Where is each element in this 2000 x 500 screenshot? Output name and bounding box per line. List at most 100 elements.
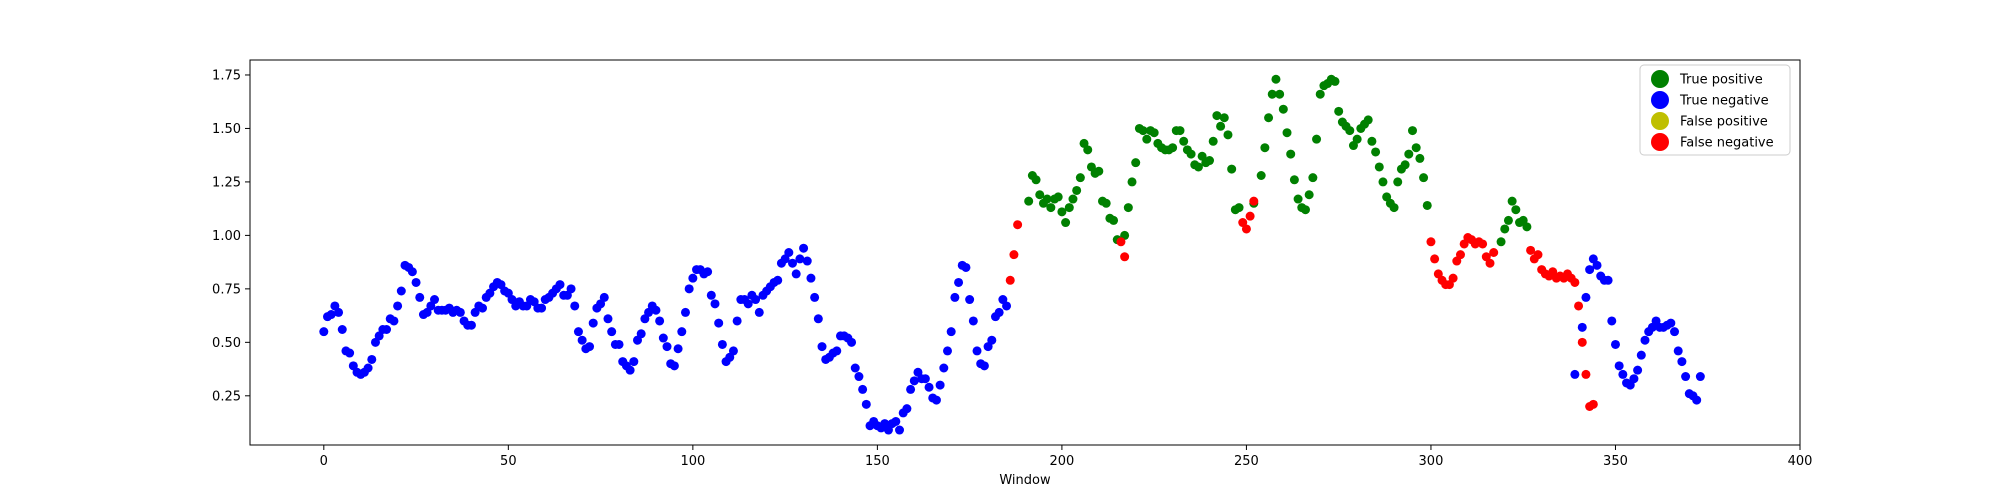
point-true-negative xyxy=(625,365,635,375)
legend-marker-false-positive xyxy=(1651,112,1669,130)
y-tick-label: 1.25 xyxy=(212,175,241,190)
point-true-negative xyxy=(680,307,690,317)
point-true-positive xyxy=(1330,76,1340,86)
point-false-negative xyxy=(1013,220,1023,230)
point-true-positive xyxy=(1223,130,1233,140)
legend-label-true-negative: True negative xyxy=(1679,94,1769,109)
point-true-negative xyxy=(455,307,465,317)
point-true-negative xyxy=(415,292,425,302)
point-true-negative xyxy=(891,416,901,426)
x-tick-label: 50 xyxy=(500,454,517,469)
point-true-negative xyxy=(393,301,403,311)
point-true-negative xyxy=(478,303,487,313)
point-true-negative xyxy=(784,248,794,257)
point-true-positive xyxy=(1208,136,1218,146)
point-true-positive xyxy=(1168,143,1178,153)
point-true-positive xyxy=(1275,89,1285,99)
point-true-negative xyxy=(1692,395,1702,405)
point-true-negative xyxy=(795,254,805,264)
legend-label-false-negative: False negative xyxy=(1680,136,1774,151)
point-true-positive xyxy=(1371,147,1381,157)
point-true-positive xyxy=(1260,143,1270,153)
point-true-negative xyxy=(1614,361,1624,371)
point-true-negative xyxy=(636,329,646,339)
x-tick-label: 0 xyxy=(320,454,328,469)
point-true-positive xyxy=(1278,104,1288,114)
point-true-negative xyxy=(943,346,952,356)
point-true-negative xyxy=(994,307,1004,317)
point-true-negative xyxy=(751,295,761,305)
point-true-negative xyxy=(570,301,580,311)
point-true-negative xyxy=(382,325,392,334)
legend: True positive True negative False positive… xyxy=(1639,64,1791,156)
point-true-positive xyxy=(1227,164,1237,174)
point-true-positive xyxy=(1300,205,1310,215)
point-true-positive xyxy=(1042,194,1052,204)
point-true-negative xyxy=(950,292,960,302)
point-true-positive xyxy=(1289,175,1299,185)
point-true-negative xyxy=(1677,357,1687,367)
point-true-negative xyxy=(931,395,941,405)
point-false-negative xyxy=(1533,250,1543,260)
point-true-negative xyxy=(858,384,868,394)
y-axis: 0.25 0.50 0.75 1.00 1.25 1.50 1.75 xyxy=(212,68,250,404)
point-true-negative xyxy=(1673,346,1683,356)
point-true-negative xyxy=(1629,374,1639,384)
point-true-negative xyxy=(1581,292,1591,302)
legend-label-true-positive: True positive xyxy=(1679,73,1763,88)
point-true-negative xyxy=(662,342,672,352)
point-false-negative xyxy=(1120,252,1130,262)
point-false-negative xyxy=(1009,250,1019,260)
point-true-negative xyxy=(1570,369,1580,379)
point-true-positive xyxy=(1179,136,1189,146)
point-false-negative xyxy=(1245,211,1255,221)
point-true-positive xyxy=(1271,74,1281,84)
point-true-negative xyxy=(396,286,406,296)
point-true-positive xyxy=(1264,113,1274,123)
point-true-positive xyxy=(1101,198,1111,208)
y-tick-label: 0.75 xyxy=(212,282,241,297)
point-true-negative xyxy=(987,335,997,345)
point-true-positive xyxy=(1216,121,1226,131)
plot-frame xyxy=(249,59,1801,446)
point-false-negative xyxy=(1455,250,1465,260)
point-true-negative xyxy=(603,314,613,324)
x-axis-label: Window xyxy=(999,473,1051,488)
point-true-negative xyxy=(788,258,797,268)
point-true-positive xyxy=(1212,111,1222,121)
point-true-negative xyxy=(968,316,978,326)
point-true-negative xyxy=(407,267,417,277)
x-tick-label: 100 xyxy=(680,454,705,469)
point-true-positive xyxy=(1057,207,1067,217)
y-tick-label: 1.50 xyxy=(212,122,241,137)
point-false-negative xyxy=(1426,237,1436,247)
legend-box xyxy=(1639,64,1791,156)
point-false-negative xyxy=(1116,237,1126,247)
point-true-positive xyxy=(1234,203,1244,213)
point-true-negative xyxy=(924,382,934,392)
point-true-positive xyxy=(1408,126,1417,136)
point-false-negative xyxy=(1430,254,1440,264)
point-true-negative xyxy=(935,380,945,390)
point-true-negative xyxy=(1603,275,1613,285)
point-true-positive xyxy=(1507,196,1517,206)
point-true-negative xyxy=(954,277,964,287)
point-false-negative xyxy=(1588,399,1598,409)
point-true-negative xyxy=(810,292,820,302)
point-true-positive xyxy=(1123,203,1133,213)
point-true-positive xyxy=(1363,115,1373,125)
point-true-positive xyxy=(1304,190,1314,200)
point-true-positive xyxy=(1024,196,1034,206)
point-true-negative xyxy=(1607,316,1617,326)
point-true-negative xyxy=(1633,365,1643,375)
point-true-negative xyxy=(806,273,816,283)
point-true-negative xyxy=(577,335,587,345)
point-true-negative xyxy=(754,307,764,317)
point-true-positive xyxy=(1503,215,1513,225)
x-tick-label: 200 xyxy=(1049,454,1074,469)
point-true-positive xyxy=(1352,134,1362,144)
point-true-negative xyxy=(1670,327,1680,337)
point-true-positive xyxy=(1334,106,1344,116)
point-false-negative xyxy=(1570,277,1580,287)
point-true-negative xyxy=(629,357,639,367)
